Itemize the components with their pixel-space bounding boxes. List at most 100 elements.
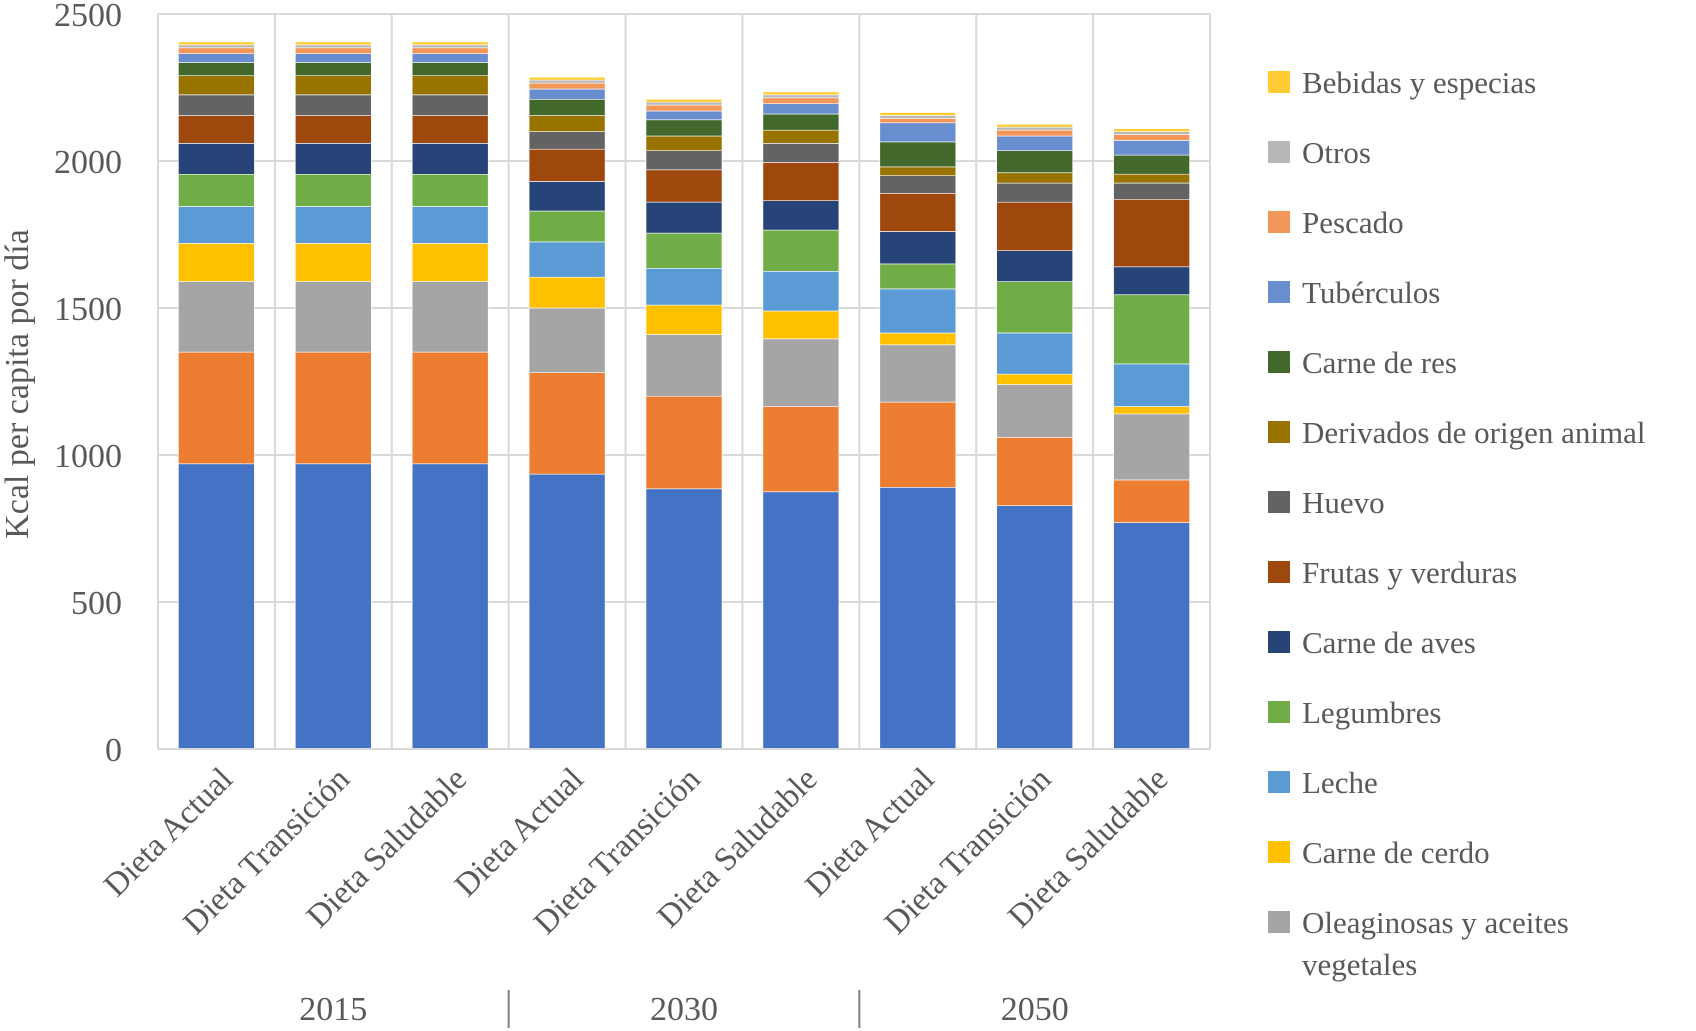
bar-segment-14-0: [178, 41, 255, 46]
bar-segment-13-0: [178, 44, 255, 49]
bar-segment-4-1: [294, 206, 372, 244]
bar-segment-14-1: [294, 41, 372, 46]
bar-segment-4-4: [645, 267, 723, 306]
legend-swatch: [1268, 771, 1290, 793]
bar-segment-13-6: [879, 115, 957, 119]
bar-segment-1-5: [762, 406, 840, 493]
y-axis-label: Kcal per capita por día: [0, 229, 36, 539]
bar-segment-13-8: [1113, 131, 1190, 135]
bar-segment-0-4: [645, 488, 723, 750]
legend-label: Huevo: [1302, 485, 1385, 520]
bar-segment-0-3: [528, 473, 606, 750]
legend-swatch: [1268, 491, 1290, 513]
bar-segment-12-8: [1113, 134, 1190, 141]
bar-segment-12-5: [762, 97, 840, 105]
bar-segment-10-3: [528, 99, 606, 116]
bar-segment-4-5: [762, 270, 840, 312]
bar-segment-12-4: [645, 104, 723, 112]
bar-segment-10-2: [411, 62, 489, 76]
y-tick-label: 2500: [54, 0, 122, 34]
bar-segment-11-5: [762, 103, 840, 115]
bar-segment-3-6: [879, 332, 957, 346]
bar-segment-6-2: [411, 143, 489, 175]
bar-segment-6-8: [1113, 266, 1190, 295]
bar-segment-5-1: [294, 173, 372, 207]
bar-segment-4-6: [879, 288, 957, 334]
y-tick-label: 1000: [54, 438, 122, 475]
year-group-label: 2030: [650, 991, 718, 1028]
legend-swatch: [1268, 631, 1290, 653]
bar-segment-12-0: [178, 47, 255, 54]
bar-segment-9-0: [178, 75, 255, 96]
bar-segment-5-5: [762, 229, 840, 272]
legend-label: Carne de aves: [1302, 625, 1476, 660]
bar-segment-13-5: [762, 94, 840, 99]
legend-swatch: [1268, 841, 1290, 863]
bar-segment-14-6: [879, 112, 957, 116]
year-group-labels: 2015 2030 2050: [299, 990, 1069, 1028]
legend-label: Carne de res: [1302, 345, 1457, 380]
bar-segment-14-3: [528, 76, 606, 81]
bar-segment-2-6: [879, 344, 957, 403]
legend-swatch: [1268, 701, 1290, 723]
legend-label: Carne de cerdo: [1302, 835, 1490, 870]
legend-label: Otros: [1302, 135, 1371, 170]
bar-segment-11-0: [178, 53, 255, 63]
gridlines: [157, 13, 1211, 749]
bar-segment-11-6: [879, 122, 957, 143]
bar-segment-11-7: [996, 135, 1074, 151]
bar-segment-10-5: [762, 113, 840, 131]
bar-segment-3-4: [645, 304, 723, 335]
bar-segment-2-0: [178, 281, 255, 353]
bar-segment-9-3: [528, 115, 606, 132]
bar-segment-13-7: [996, 126, 1074, 131]
bar-segment-3-8: [1113, 406, 1190, 415]
bar-segment-2-3: [528, 307, 606, 373]
bar-segment-2-4: [645, 334, 723, 397]
bar-segment-13-3: [528, 79, 606, 84]
bar-segment-14-5: [762, 91, 840, 96]
bar-segment-7-5: [762, 162, 840, 202]
bar-segment-5-0: [178, 173, 255, 207]
bar-segment-7-4: [645, 169, 723, 203]
bar-segment-1-0: [178, 351, 255, 465]
bar-segment-6-0: [178, 143, 255, 175]
bar-segment-0-2: [411, 463, 489, 750]
y-tick-label: 0: [105, 732, 122, 769]
legend-label: Legumbres: [1302, 695, 1441, 730]
bar-segment-8-5: [762, 143, 840, 163]
bar-segment-0-0: [178, 463, 255, 750]
bar-segment-14-2: [411, 41, 489, 46]
bar-segment-12-2: [411, 47, 489, 54]
bar-segment-1-2: [411, 351, 489, 465]
y-tick-labels: 0 500 1000 1500 2000 2500: [54, 0, 122, 769]
bar-segment-8-6: [879, 175, 957, 194]
bar-segment-10-0: [178, 62, 255, 76]
bar-segment-1-6: [879, 401, 957, 488]
bar-segment-13-2: [411, 44, 489, 49]
legend-label: Pescado: [1302, 205, 1404, 240]
bar-segment-9-4: [645, 135, 723, 151]
bar-segment-12-7: [996, 129, 1074, 137]
bar-segment-8-8: [1113, 182, 1190, 200]
bar-segment-14-8: [1113, 128, 1190, 132]
bar-segment-4-7: [996, 332, 1074, 375]
legend: Bebidas y especias Otros Pescado Tubérculos…: [1268, 65, 1645, 982]
legend-swatch: [1268, 141, 1290, 163]
bar-segment-10-1: [294, 62, 372, 76]
bar-segment-7-7: [996, 201, 1074, 251]
bar-segment-4-8: [1113, 363, 1190, 407]
bar-segment-8-2: [411, 94, 489, 116]
bar-segment-12-3: [528, 82, 606, 90]
bar-segment-0-6: [879, 486, 957, 750]
bar-segment-9-6: [879, 166, 957, 176]
bar-segment-2-7: [996, 384, 1074, 438]
bar-segment-7-6: [879, 193, 957, 232]
bar-segment-5-7: [996, 281, 1074, 334]
bar-segment-2-8: [1113, 413, 1190, 481]
bar-segment-8-1: [294, 94, 372, 116]
bar-segment-7-2: [411, 115, 489, 144]
bar-segment-4-0: [178, 206, 255, 244]
